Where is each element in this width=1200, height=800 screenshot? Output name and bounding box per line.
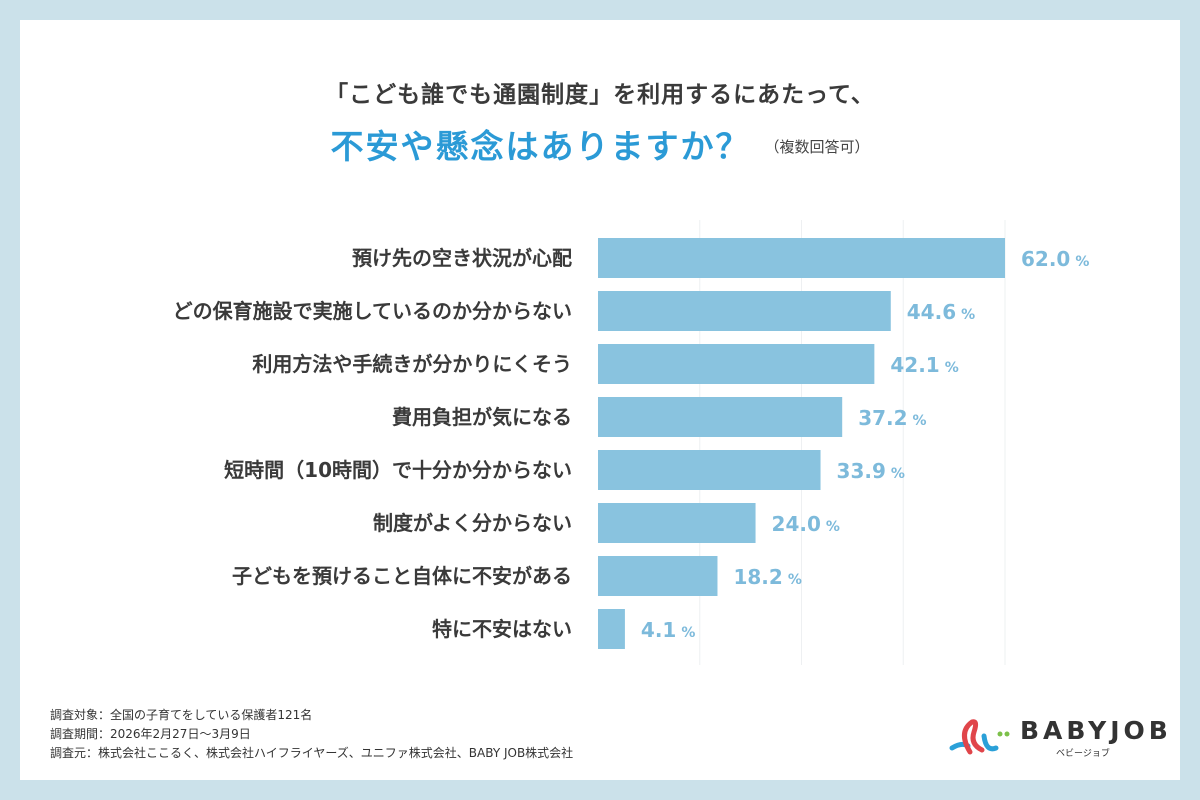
- bar: [598, 238, 1005, 278]
- category-label: 短時間（10時間）で十分か分からない: [224, 458, 572, 482]
- category-label: 制度がよく分からない: [373, 511, 572, 535]
- percent-unit: %: [681, 625, 695, 641]
- logo-mark-icon: [949, 719, 1010, 755]
- percent-unit: %: [891, 466, 905, 482]
- footer-source: 調査元：株式会社ここるく、株式会社ハイフライヤーズ、ユニファ株式会社、BABY …: [50, 746, 574, 760]
- title-line-2: 不安や懸念はありますか？: [330, 127, 751, 166]
- value-label: 44.6%: [907, 300, 975, 324]
- percent-unit: %: [826, 519, 840, 535]
- percent-unit: %: [913, 413, 927, 429]
- category-label: 子どもを預けること自体に不安がある: [232, 564, 572, 588]
- title-note: （複数回答可）: [764, 138, 870, 156]
- percent-unit: %: [788, 572, 802, 588]
- logo-subtext: ベビージョブ: [1056, 749, 1110, 759]
- bar: [598, 344, 875, 384]
- category-label: 特に不安はない: [432, 617, 572, 641]
- category-label: どの保育施設で実施しているのか分からない: [173, 299, 572, 323]
- percent-unit: %: [1075, 254, 1089, 270]
- value-label: 33.9%: [837, 459, 905, 483]
- category-label: 利用方法や手続きが分かりにくそう: [252, 352, 572, 376]
- logo-text: BABYJOB: [1020, 716, 1172, 745]
- title-line-1: 「こども誰でも通園制度」を利用するにあたって、: [325, 82, 875, 108]
- bar: [598, 291, 891, 331]
- value-label: 62.0%: [1021, 247, 1089, 271]
- footer-period: 調査期間：2026年2月27日〜3月9日: [50, 727, 251, 741]
- bar: [598, 609, 625, 649]
- bar: [598, 397, 843, 437]
- category-label: 費用負担が気になる: [392, 405, 572, 429]
- percent-unit: %: [961, 307, 975, 323]
- babyjob-logo: BABYJOB ベビージョブ: [948, 712, 1168, 762]
- bar: [598, 450, 821, 490]
- title-line-2-wrap: 不安や懸念はありますか？ （複数回答可）: [0, 120, 1200, 168]
- survey-footer: 調査対象：全国の子育てをしている保護者121名 調査期間：2026年2月27日〜…: [50, 706, 573, 763]
- value-label: 4.1%: [641, 618, 695, 642]
- category-label: 預け先の空き状況が心配: [352, 246, 572, 270]
- bar: [598, 556, 718, 596]
- value-label: 37.2%: [858, 406, 926, 430]
- percent-unit: %: [945, 360, 959, 376]
- bar: [598, 503, 756, 543]
- value-label: 24.0%: [772, 512, 840, 536]
- value-label: 18.2%: [733, 565, 801, 589]
- value-label: 42.1%: [890, 353, 958, 377]
- footer-subject: 調査対象：全国の子育てをしている保護者121名: [50, 708, 313, 722]
